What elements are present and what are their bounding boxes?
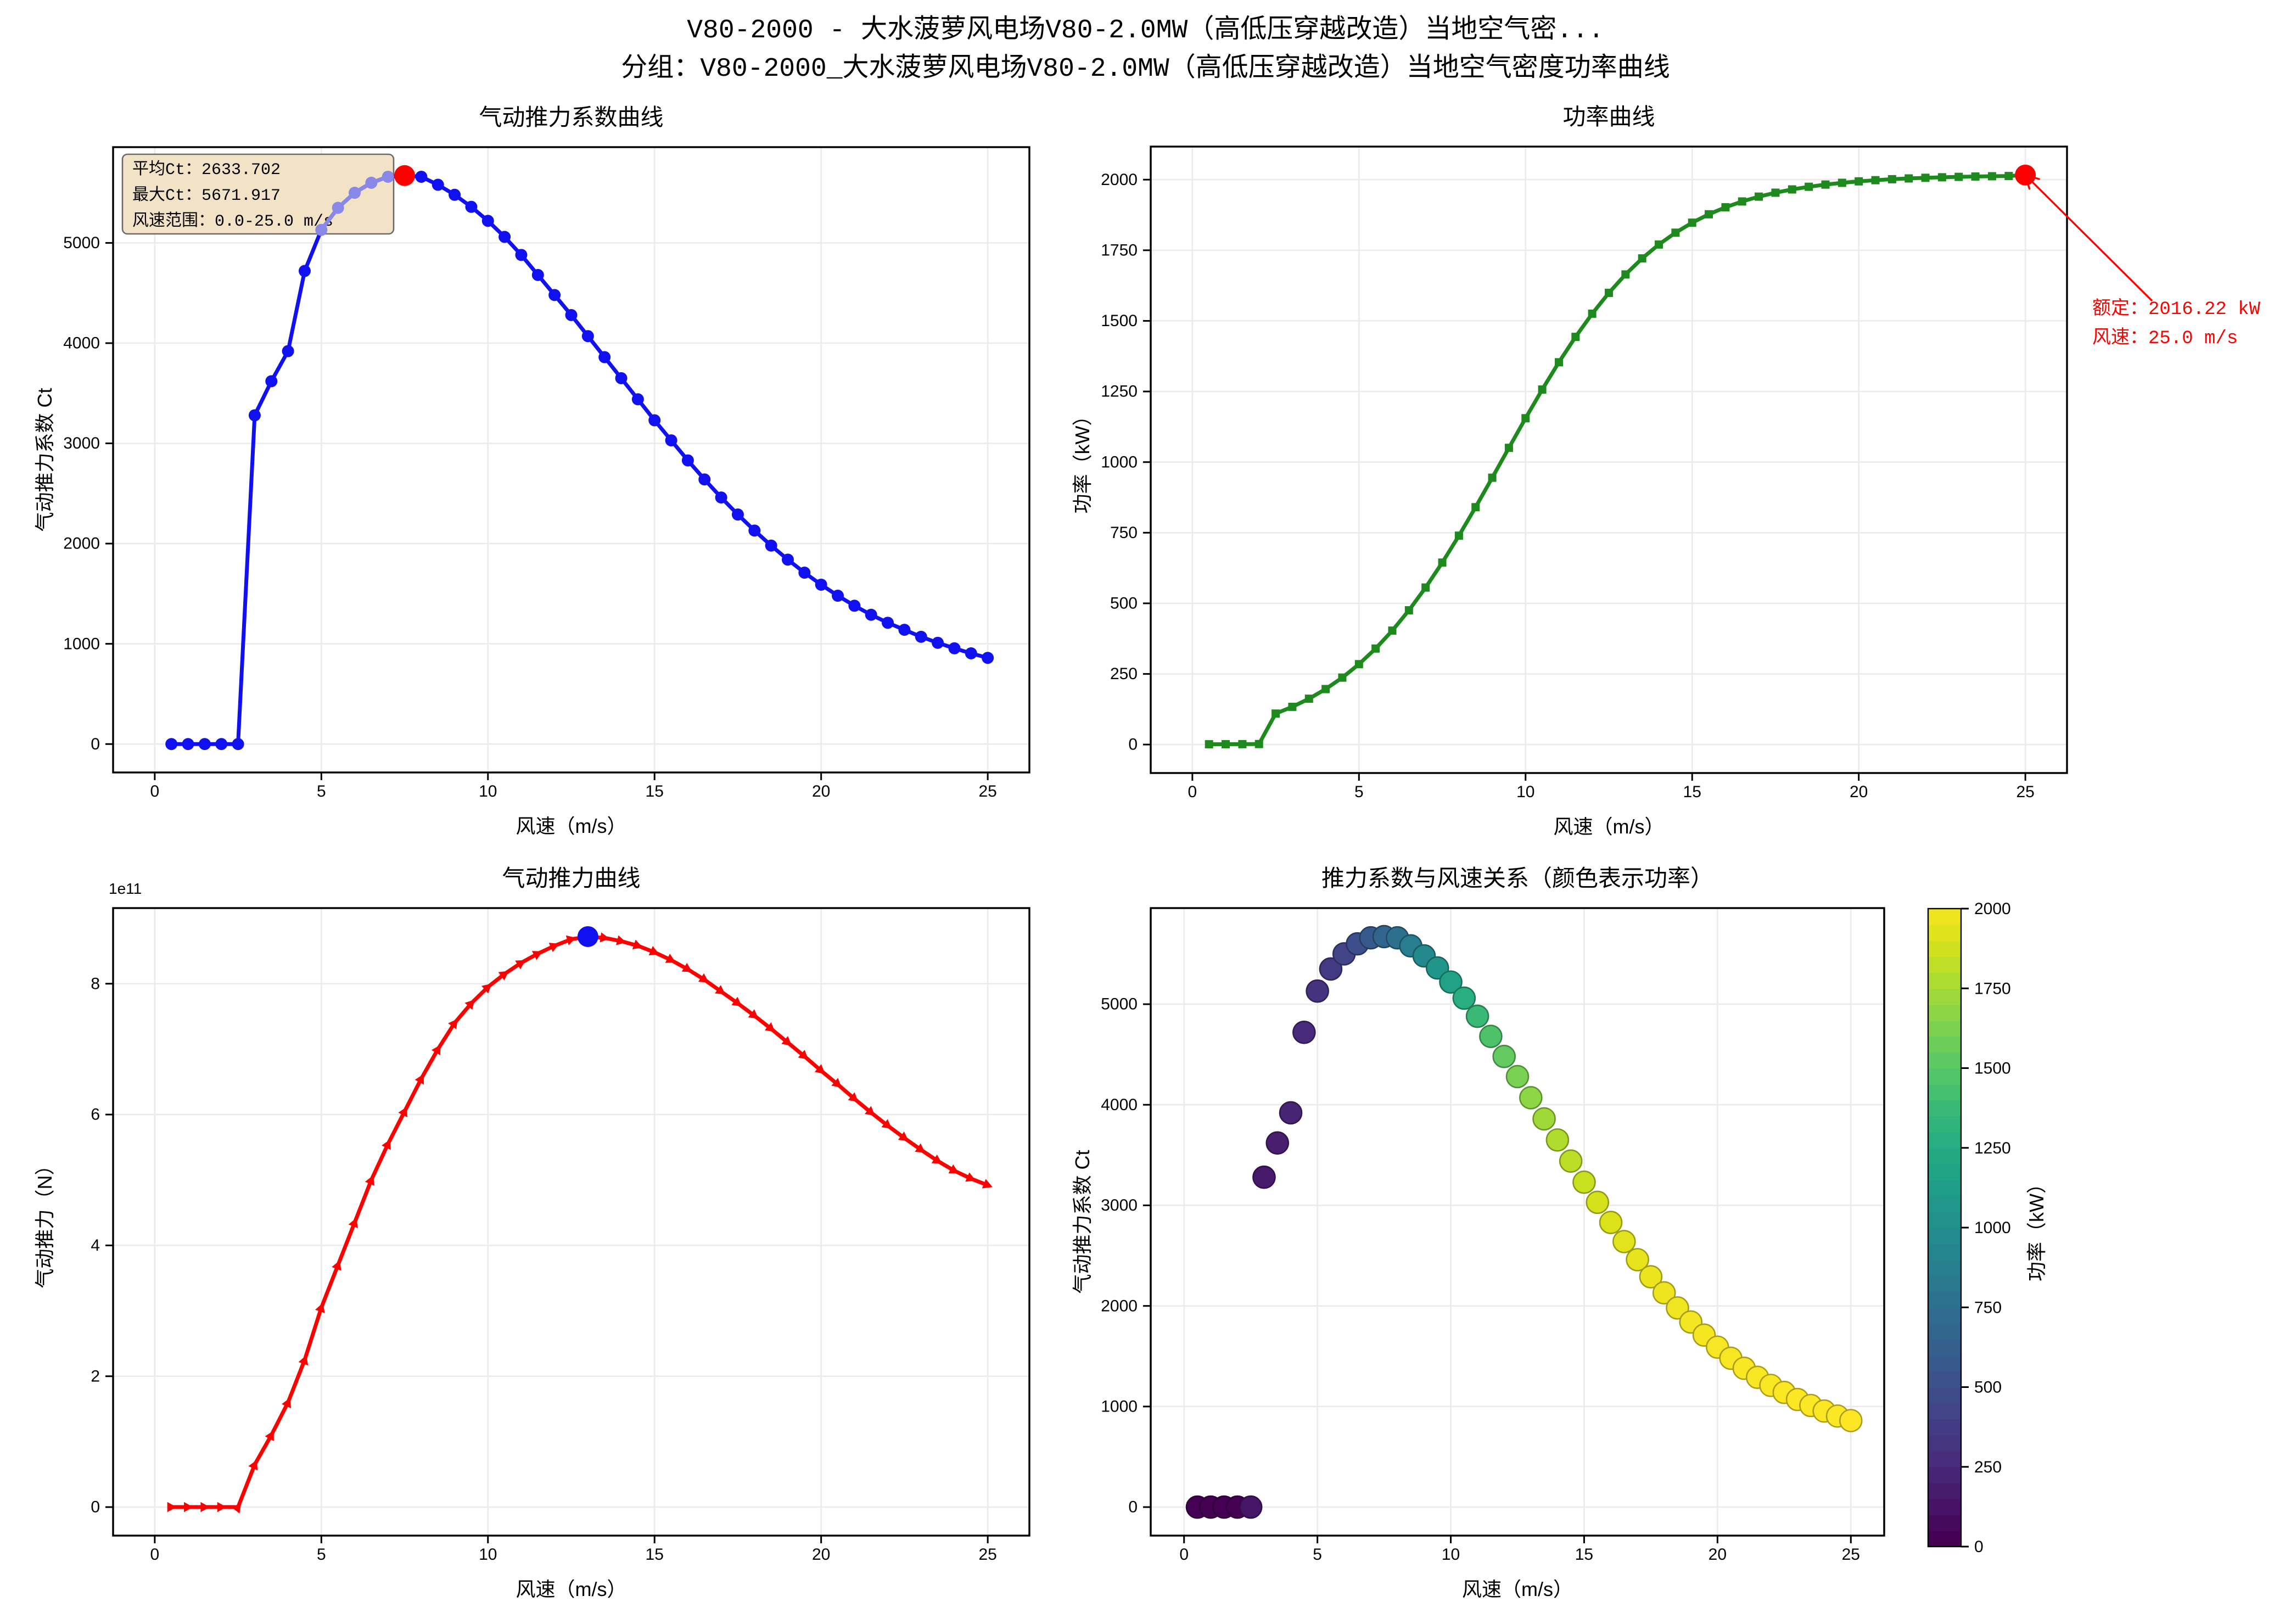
svg-text:10: 10 bbox=[1516, 783, 1534, 801]
svg-text:4000: 4000 bbox=[1101, 1096, 1138, 1114]
svg-text:4000: 4000 bbox=[63, 334, 100, 352]
svg-text:1250: 1250 bbox=[1101, 383, 1138, 401]
svg-text:0: 0 bbox=[150, 1545, 160, 1564]
svg-text:15: 15 bbox=[646, 782, 664, 800]
svg-text:500: 500 bbox=[1974, 1379, 2002, 1397]
svg-text:功率（kW）: 功率（kW） bbox=[1071, 406, 1094, 514]
svg-text:10: 10 bbox=[479, 782, 497, 800]
svg-text:1000: 1000 bbox=[1974, 1219, 2011, 1237]
svg-text:功率（kW）: 功率（kW） bbox=[2025, 1174, 2048, 1281]
svg-text:V80-2000 - 大水菠萝风电场V80-2.0MW（高低: V80-2000 - 大水菠萝风电场V80-2.0MW（高低压穿越改造）当地空气… bbox=[687, 15, 1604, 46]
svg-text:功率曲线: 功率曲线 bbox=[1562, 104, 1655, 130]
svg-text:20: 20 bbox=[812, 1545, 830, 1564]
svg-text:5: 5 bbox=[317, 1545, 326, 1564]
svg-text:10: 10 bbox=[479, 1545, 497, 1564]
svg-text:5000: 5000 bbox=[63, 234, 100, 252]
svg-text:0: 0 bbox=[1188, 783, 1197, 801]
svg-text:平均Ct：2633.702: 平均Ct：2633.702 bbox=[132, 160, 281, 180]
svg-text:0: 0 bbox=[1128, 736, 1138, 754]
svg-text:5: 5 bbox=[317, 782, 326, 800]
svg-text:1000: 1000 bbox=[1101, 1397, 1138, 1415]
svg-text:5: 5 bbox=[1313, 1545, 1322, 1564]
svg-text:1500: 1500 bbox=[1974, 1060, 2011, 1078]
svg-text:推力系数与风速关系（颜色表示功率）: 推力系数与风速关系（颜色表示功率） bbox=[1321, 865, 1713, 891]
svg-text:气动推力系数 Ct: 气动推力系数 Ct bbox=[33, 388, 56, 531]
svg-text:750: 750 bbox=[1974, 1298, 2002, 1317]
svg-text:10: 10 bbox=[1442, 1545, 1460, 1564]
svg-text:1000: 1000 bbox=[63, 635, 100, 653]
svg-text:气动推力系数曲线: 气动推力系数曲线 bbox=[479, 104, 663, 130]
svg-text:0: 0 bbox=[91, 1498, 100, 1516]
svg-text:3000: 3000 bbox=[63, 434, 100, 452]
svg-text:1500: 1500 bbox=[1101, 312, 1138, 330]
svg-text:5000: 5000 bbox=[1101, 995, 1138, 1013]
svg-text:0: 0 bbox=[1974, 1538, 1984, 1556]
svg-text:1250: 1250 bbox=[1974, 1139, 2011, 1157]
svg-text:2000: 2000 bbox=[1101, 171, 1138, 189]
svg-text:最大Ct：5671.917: 最大Ct：5671.917 bbox=[132, 186, 281, 205]
svg-text:6: 6 bbox=[91, 1106, 100, 1124]
svg-text:0: 0 bbox=[91, 735, 100, 753]
svg-text:分组：V80-2000_大水菠萝风电场V80-2.0MW（高: 分组：V80-2000_大水菠萝风电场V80-2.0MW（高低压穿越改造）当地空… bbox=[621, 53, 1670, 84]
svg-text:15: 15 bbox=[1683, 783, 1701, 801]
svg-text:4: 4 bbox=[91, 1236, 100, 1255]
svg-text:1750: 1750 bbox=[1101, 241, 1138, 259]
svg-text:15: 15 bbox=[1575, 1545, 1593, 1564]
svg-text:风速（m/s）: 风速（m/s） bbox=[516, 1578, 627, 1600]
svg-text:风速（m/s）: 风速（m/s） bbox=[1554, 815, 1665, 838]
svg-text:25: 25 bbox=[978, 782, 996, 800]
svg-text:20: 20 bbox=[1709, 1545, 1727, 1564]
svg-text:风速范围：0.0-25.0 m/s: 风速范围：0.0-25.0 m/s bbox=[132, 211, 333, 231]
svg-text:2000: 2000 bbox=[1974, 900, 2011, 918]
svg-text:25: 25 bbox=[2016, 783, 2034, 801]
svg-text:8: 8 bbox=[91, 975, 100, 993]
svg-text:额定：2016.22 kW: 额定：2016.22 kW bbox=[2092, 298, 2261, 320]
svg-text:2000: 2000 bbox=[63, 535, 100, 553]
svg-text:25: 25 bbox=[1842, 1545, 1860, 1564]
svg-text:2: 2 bbox=[91, 1367, 100, 1385]
svg-text:风速：25.0 m/s: 风速：25.0 m/s bbox=[2092, 327, 2238, 349]
svg-text:5: 5 bbox=[1354, 783, 1364, 801]
svg-text:气动推力系数 Ct: 气动推力系数 Ct bbox=[1071, 1150, 1094, 1293]
svg-text:20: 20 bbox=[1850, 783, 1868, 801]
svg-text:2000: 2000 bbox=[1101, 1297, 1138, 1315]
svg-text:20: 20 bbox=[812, 782, 830, 800]
svg-text:气动推力曲线: 气动推力曲线 bbox=[502, 865, 640, 891]
svg-text:15: 15 bbox=[646, 1545, 664, 1564]
svg-text:1e11: 1e11 bbox=[109, 880, 142, 897]
svg-text:250: 250 bbox=[1974, 1458, 2002, 1476]
svg-text:1000: 1000 bbox=[1101, 453, 1138, 471]
svg-text:3000: 3000 bbox=[1101, 1196, 1138, 1214]
svg-text:500: 500 bbox=[1110, 595, 1138, 613]
svg-text:25: 25 bbox=[978, 1545, 996, 1564]
svg-text:750: 750 bbox=[1110, 524, 1138, 542]
svg-text:250: 250 bbox=[1110, 665, 1138, 683]
svg-text:气动推力（N）: 气动推力（N） bbox=[33, 1156, 56, 1289]
svg-text:0: 0 bbox=[1128, 1498, 1138, 1516]
svg-text:风速（m/s）: 风速（m/s） bbox=[516, 815, 627, 837]
svg-text:0: 0 bbox=[1179, 1545, 1189, 1564]
svg-text:风速（m/s）: 风速（m/s） bbox=[1462, 1578, 1573, 1600]
svg-text:0: 0 bbox=[150, 782, 160, 800]
svg-text:1750: 1750 bbox=[1974, 979, 2011, 998]
